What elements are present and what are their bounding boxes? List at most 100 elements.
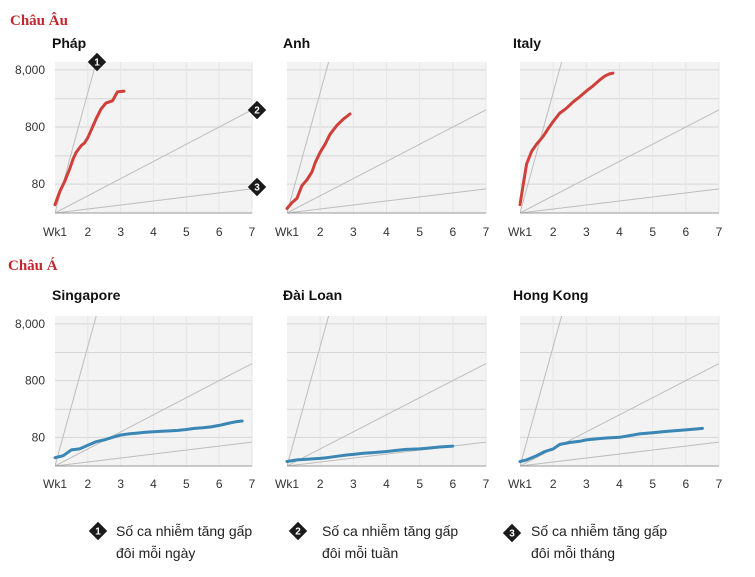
x-tick-label: 7	[483, 477, 490, 491]
x-tick-label: 2	[84, 477, 91, 491]
legend-text-line1: Số ca nhiễm tăng gấp	[531, 523, 667, 539]
chart-panel: Wk1 2 3 4 5 6 7 Đài Loan	[275, 287, 490, 491]
x-tick-label: 7	[716, 225, 723, 239]
marker-number: 1	[95, 527, 101, 538]
legend-item-doubling-monthly: 3 Số ca nhiễm tăng gấp đôi mỗi tháng	[502, 523, 667, 561]
section-title-europe: Châu Âu	[10, 12, 68, 29]
legend-marker-1: 1	[88, 521, 108, 541]
legend-text-line1: Số ca nhiễm tăng gấp	[116, 523, 252, 539]
x-tick-label: Wk1	[43, 225, 67, 239]
chart-panel: Wk1 2 3 4 5 6 7 Anh	[275, 35, 490, 239]
reference-line	[287, 363, 486, 466]
x-tick-label: 5	[416, 477, 423, 491]
x-tick-label: 4	[150, 477, 157, 491]
x-tick-label: 3	[117, 225, 124, 239]
y-tick-label: 80	[32, 430, 46, 444]
series-line	[518, 426, 704, 463]
x-tick-label: Wk1	[508, 477, 532, 491]
x-tick-label: 5	[649, 477, 656, 491]
series-line	[285, 444, 455, 463]
x-tick-label: 7	[249, 225, 256, 239]
chart-panel: Wk1 2 3 4 5 6 7 Hong Kong	[508, 287, 723, 491]
x-tick-label: Wk1	[508, 225, 532, 239]
legend-diamond-2: 2	[288, 521, 308, 541]
x-tick-label: 3	[350, 477, 357, 491]
chart-title: Đài Loan	[283, 287, 342, 303]
x-tick-label: 2	[550, 477, 557, 491]
marker-diamond	[88, 521, 108, 541]
x-tick-label: 7	[716, 477, 723, 491]
x-tick-label: 6	[449, 225, 456, 239]
legend-text-line2: đôi mỗi ngày	[116, 545, 195, 561]
reference-line	[520, 62, 563, 213]
x-tick-label: Wk1	[43, 477, 67, 491]
x-tick-label: 2	[550, 225, 557, 239]
legend-text-line1: Số ca nhiễm tăng gấp	[322, 523, 458, 539]
legend-text-line2: đôi mỗi tháng	[531, 545, 615, 561]
x-tick-label: 6	[682, 477, 689, 491]
marker-diamond	[288, 521, 308, 541]
x-tick-label: 7	[249, 477, 256, 491]
x-tick-label: Wk1	[275, 477, 299, 491]
reference-line	[287, 188, 486, 213]
reference-line	[287, 62, 330, 213]
legend-diamond-1: 1	[88, 521, 108, 541]
legend-marker-2: 2	[288, 521, 308, 541]
reference-line	[55, 363, 252, 466]
reference-line	[55, 188, 252, 213]
chart-title: Anh	[283, 35, 310, 51]
x-tick-label: 5	[649, 225, 656, 239]
reference-line	[520, 316, 563, 466]
reference-lines	[55, 62, 252, 213]
x-tick-label: 2	[317, 477, 324, 491]
marker-number: 2	[295, 527, 301, 538]
reference-markers: 1 2 3	[87, 52, 267, 197]
x-tick-label: Wk1	[275, 225, 299, 239]
y-tick-label: 8,000	[15, 63, 45, 77]
chart-panel: Wk1 2 3 4 5 6 7 8,000 800 80 Singapore	[15, 287, 256, 491]
reference-line	[520, 188, 719, 213]
x-tick-label: 5	[416, 225, 423, 239]
reference-marker-1: 1	[87, 52, 107, 72]
reference-line	[520, 441, 719, 466]
series-line	[518, 71, 615, 207]
legend-item-doubling-daily: 1 Số ca nhiễm tăng gấp đôi mỗi ngày	[88, 521, 252, 561]
x-tick-label: 4	[150, 225, 157, 239]
x-tick-label: 7	[483, 225, 490, 239]
x-tick-label: 3	[583, 225, 590, 239]
chart-panel: Wk1 2 3 4 5 6 7 Italy	[508, 35, 723, 239]
x-tick-label: 5	[183, 225, 190, 239]
section-title-asia: Châu Á	[8, 257, 58, 274]
marker-diamond	[87, 52, 107, 72]
x-tick-label: 2	[317, 225, 324, 239]
reference-line	[55, 441, 252, 466]
chart-title: Italy	[513, 35, 541, 51]
reference-marker-2: 2	[247, 100, 267, 120]
y-tick-label: 800	[25, 374, 45, 388]
x-tick-label: 6	[682, 225, 689, 239]
chart-title: Singapore	[52, 287, 121, 303]
marker-number: 3	[509, 529, 515, 540]
x-tick-label: 4	[383, 477, 390, 491]
y-tick-label: 800	[25, 120, 45, 134]
legend-item-doubling-weekly: 2 Số ca nhiễm tăng gấp đôi mỗi tuần	[288, 521, 458, 561]
legend-text-line2: đôi mỗi tuần	[322, 545, 398, 561]
y-tick-label: 8,000	[15, 317, 45, 331]
series-line	[285, 112, 352, 210]
reference-line	[287, 109, 486, 213]
x-tick-label: 4	[383, 225, 390, 239]
reference-line	[55, 62, 97, 213]
x-tick-label: 3	[583, 477, 590, 491]
series-line	[53, 89, 126, 207]
x-tick-label: 6	[449, 477, 456, 491]
legend: 1 Số ca nhiễm tăng gấp đôi mỗi ngày 2 Số…	[88, 521, 667, 561]
marker-number: 3	[254, 183, 260, 194]
reference-line	[55, 316, 97, 466]
reference-line	[520, 109, 719, 213]
marker-number: 2	[254, 106, 260, 117]
x-tick-label: 5	[183, 477, 190, 491]
legend-marker-3: 3	[502, 523, 522, 543]
reference-lines	[520, 62, 719, 213]
x-tick-label: 2	[84, 225, 91, 239]
